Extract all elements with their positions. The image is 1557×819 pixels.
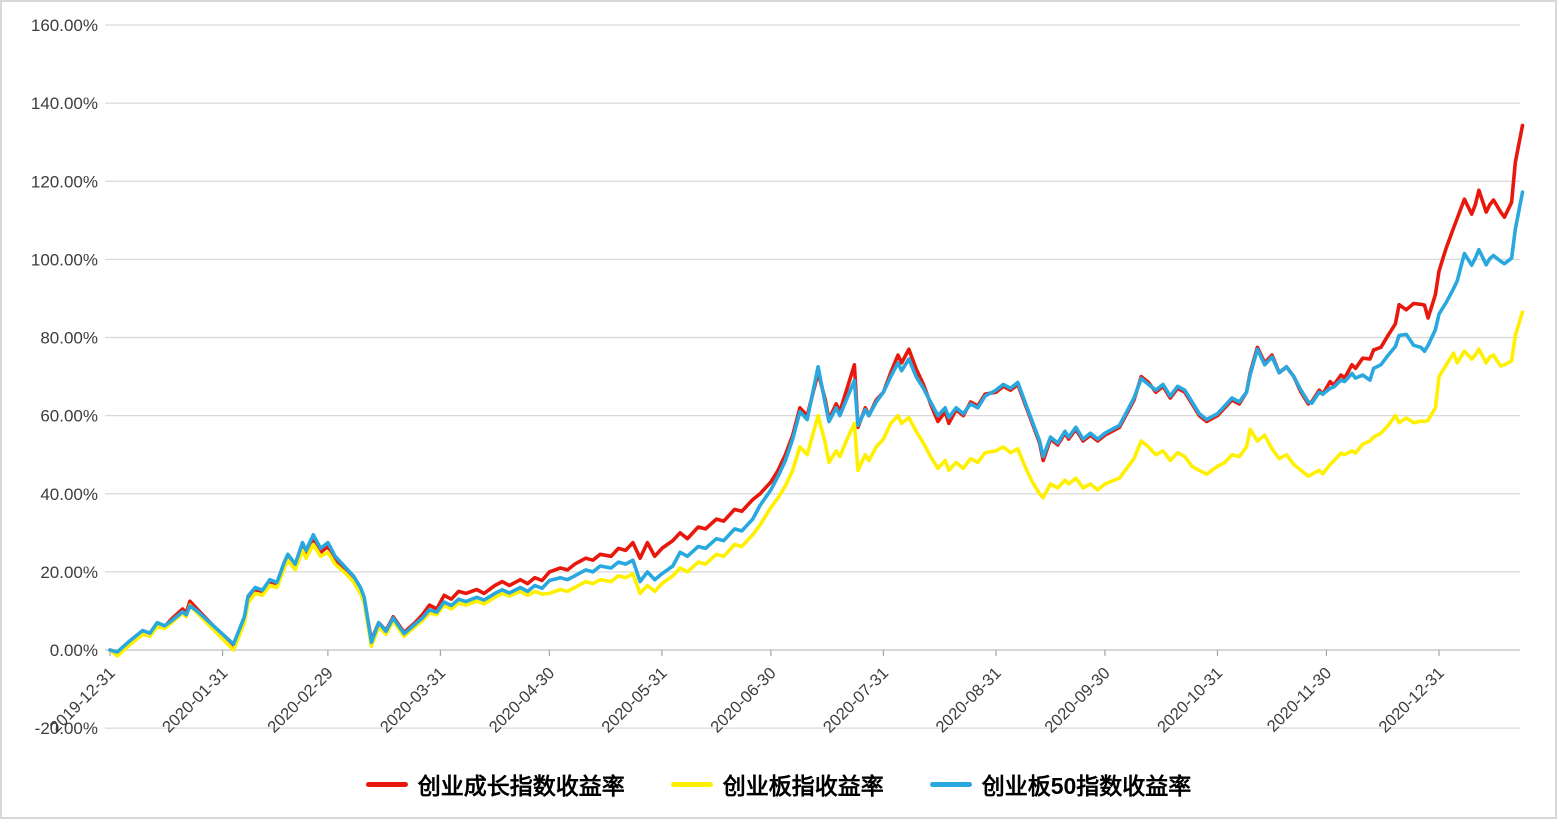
x-axis-tick-label: 2020-03-31 xyxy=(377,664,449,736)
y-axis-tick-label: 80.00% xyxy=(40,329,98,348)
y-axis-tick-label: 40.00% xyxy=(40,485,98,504)
series-line-chinext50-index xyxy=(108,190,1525,654)
x-axis-tick-label: 2020-06-30 xyxy=(707,664,779,736)
x-axis-tick-label: 2020-10-31 xyxy=(1154,664,1226,736)
legend-item-growth-index: 创业成长指数收益率 xyxy=(365,767,625,801)
x-axis-tick-label: 2020-07-31 xyxy=(820,664,892,736)
x-axis-tick-label: 2020-09-30 xyxy=(1041,664,1113,736)
legend-label: 创业板指收益率 xyxy=(722,773,884,799)
y-axis-tick-label: 0.00% xyxy=(50,641,98,660)
x-axis-tick-label: 2020-12-31 xyxy=(1375,664,1447,736)
legend-swatch-blue-line-icon xyxy=(929,781,972,787)
y-axis-tick-label: 60.00% xyxy=(40,407,98,426)
legend-label: 创业成长指数收益率 xyxy=(417,773,625,799)
y-axis-tick-label: 100.00% xyxy=(31,250,98,269)
x-axis-tick-label: 2020-04-30 xyxy=(486,664,558,736)
x-axis-tick-label: 2020-11-30 xyxy=(1264,664,1336,736)
chart-legend: 创业成长指数收益率 创业板指收益率 创业板50指数收益率 xyxy=(2,767,1555,801)
series-line-chinext-index xyxy=(108,310,1525,658)
x-axis-tick-label: 2020-01-31 xyxy=(159,664,231,736)
y-axis-tick-label: 20.00% xyxy=(40,563,98,582)
series-line-growth-index xyxy=(108,123,1525,656)
legend-swatch-red-line-icon xyxy=(365,781,408,787)
y-axis-tick-label: 120.00% xyxy=(31,172,98,191)
legend-item-chinext50-index: 创业板50指数收益率 xyxy=(929,767,1192,801)
x-axis-tick-label: 2020-05-31 xyxy=(598,664,670,736)
legend-swatch-yellow-line-icon xyxy=(670,781,713,787)
y-axis-tick-label: 140.00% xyxy=(31,94,98,113)
x-axis-tick-label: 2020-08-31 xyxy=(932,664,1004,736)
legend-label: 创业板50指数收益率 xyxy=(981,773,1192,799)
y-axis-tick-label: -20.00% xyxy=(35,719,98,738)
y-axis-tick-label: 160.00% xyxy=(31,16,98,35)
legend-item-chinext-index: 创业板指收益率 xyxy=(670,767,884,801)
x-axis-tick-label: 2020-02-29 xyxy=(264,664,336,736)
